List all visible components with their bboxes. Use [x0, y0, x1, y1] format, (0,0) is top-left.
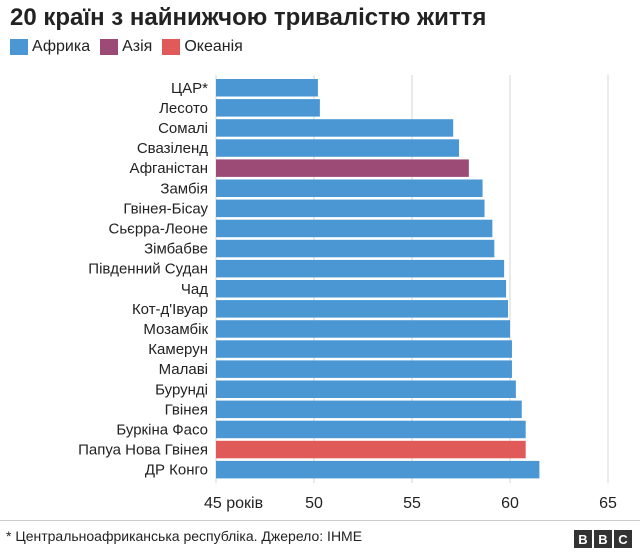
bar	[216, 199, 485, 218]
category-label: Замбія	[160, 180, 208, 197]
footer-divider	[0, 520, 640, 521]
bar	[216, 79, 318, 97]
category-label: Афганістан	[130, 160, 208, 177]
legend-item-africa: Африка	[10, 38, 90, 56]
bar	[216, 239, 495, 258]
bar-chart: ЦАР* Лесото Сомалі Свазіленд Афганістан Замбі…	[78, 75, 617, 512]
bar	[216, 420, 526, 439]
legend-swatch-oceania	[162, 39, 181, 55]
bar	[216, 259, 505, 278]
bar	[216, 300, 509, 318]
bar	[216, 440, 526, 459]
x-tick-label: 65	[599, 495, 617, 512]
legend-label-oceania: Океанія	[184, 38, 243, 55]
bar	[216, 219, 493, 238]
bar	[216, 119, 454, 137]
category-label: Малаві	[159, 361, 208, 378]
bar	[216, 179, 483, 197]
category-label: Південний Судан	[88, 261, 208, 278]
category-label: Гвінея	[165, 401, 208, 418]
category-label: Свазіленд	[137, 140, 208, 157]
bar	[216, 360, 512, 378]
category-label: Мозамбік	[143, 321, 208, 338]
x-tick-label: 45 років	[204, 495, 263, 512]
bar	[216, 139, 460, 157]
bbc-logo-letter: B	[574, 530, 592, 548]
bbc-logo: B B C	[574, 530, 632, 548]
bar	[216, 400, 522, 419]
legend-label-africa: Африка	[32, 38, 91, 55]
legend-item-asia: Азія	[100, 38, 152, 56]
category-label: Чад	[181, 281, 208, 298]
legend: Африка Азія Океанія	[10, 38, 243, 56]
category-label: Папуа Нова Гвінея	[78, 442, 208, 459]
legend-swatch-asia	[100, 39, 119, 55]
bar	[216, 280, 507, 298]
category-label: Буркіна Фасо	[116, 421, 208, 438]
bbc-logo-letter: B	[594, 530, 612, 548]
bar	[216, 340, 512, 358]
legend-swatch-africa	[10, 39, 28, 55]
category-label: Гвінея-Бісау	[123, 200, 208, 217]
category-label: Кот-д'Івуар	[132, 301, 208, 318]
category-label: Сомалі	[158, 120, 208, 137]
x-tick-label: 55	[403, 495, 421, 512]
category-label: ЦАР*	[171, 80, 208, 97]
category-label: Сьєрра-Леоне	[109, 220, 208, 237]
x-tick-label: 60	[501, 495, 519, 512]
bar	[216, 460, 540, 479]
category-label: Лесото	[159, 100, 208, 117]
category-label: Зімбабве	[144, 241, 208, 258]
bar	[216, 380, 516, 398]
legend-label-asia: Азія	[122, 38, 153, 55]
category-label: ДР Конго	[145, 462, 208, 479]
bbc-logo-letter: C	[614, 530, 632, 548]
category-label: Бурунді	[155, 381, 208, 398]
source-note: * Центральноафриканська республіка. Джер…	[6, 528, 363, 544]
legend-item-oceania: Океанія	[162, 38, 243, 56]
category-label: Камерун	[148, 341, 208, 358]
bar	[216, 159, 469, 177]
bar	[216, 320, 510, 338]
x-tick-label: 50	[305, 495, 323, 512]
chart-title: 20 країн з найнижчою тривалістю життя	[10, 4, 487, 31]
bar	[216, 99, 320, 117]
